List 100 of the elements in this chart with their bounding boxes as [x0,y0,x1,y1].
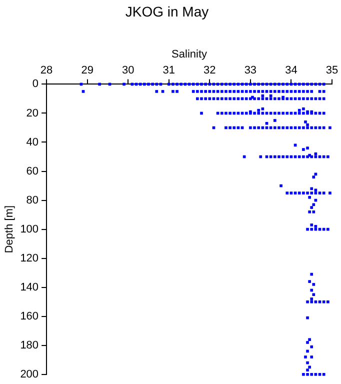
point [155,90,158,93]
point [224,82,228,86]
point [286,192,289,194]
point [310,82,314,86]
point [278,126,280,130]
point [278,82,280,86]
point [306,97,309,100]
point [306,361,309,364]
point [282,82,284,86]
x-tick-label: 31 [162,64,176,77]
point [253,82,256,86]
point [306,372,309,376]
point [257,97,260,100]
point [224,90,228,93]
point [314,172,318,176]
point [290,90,293,93]
point [302,97,305,100]
point [310,126,314,130]
point [310,155,314,158]
y-tick-label: 120 [20,252,39,264]
point [204,90,207,93]
point [322,192,326,194]
point [318,300,322,304]
x-tick-label: 29 [81,64,94,77]
y-tick-label: 180 [20,339,39,352]
point [122,82,126,86]
point [312,203,316,206]
point [328,192,332,194]
point [232,126,236,130]
point [310,288,314,292]
point [143,82,146,86]
point [310,224,314,226]
point [244,82,248,86]
point [286,155,289,158]
point [306,192,309,194]
point [322,372,326,376]
point [306,316,309,320]
y-tick-label: 20 [26,107,39,120]
point [249,90,252,93]
point [314,372,318,376]
point [312,293,316,296]
point [286,82,289,86]
point [306,123,309,126]
point [298,126,301,130]
point [322,97,326,100]
point [306,341,309,344]
point [257,90,260,93]
point [167,82,170,86]
point [208,90,212,93]
point [259,155,262,158]
point [310,90,314,93]
point [147,82,150,86]
point [314,152,318,156]
point [216,90,220,93]
point [228,82,232,86]
point [220,82,224,86]
point [220,112,224,115]
point [244,112,248,115]
point [249,82,252,86]
point [200,82,203,86]
point [138,82,142,86]
point [304,120,307,124]
point [302,126,305,130]
point [326,155,330,158]
x-tick-label: 33 [244,64,257,77]
point [306,90,309,93]
point [294,144,297,147]
point [204,97,207,100]
point [257,108,260,112]
point [257,82,260,86]
point [310,272,314,276]
point [310,300,314,304]
point [269,90,272,93]
point [318,90,322,93]
point [310,97,314,100]
point [200,112,203,115]
point [314,224,318,228]
point [310,228,314,231]
point [312,176,316,178]
point [224,97,228,100]
point [228,90,232,93]
point [306,126,309,130]
point [282,90,284,93]
point [192,90,195,93]
point [253,126,256,130]
y-tick-label: 200 [20,368,39,380]
point [232,97,236,100]
y-tick-label: 160 [20,310,39,322]
point [308,210,311,214]
point [265,122,268,125]
point [298,82,301,86]
point [253,90,256,93]
point [228,112,232,115]
point [308,366,311,369]
point [308,196,311,199]
y-tick-label: 0 [32,78,39,90]
point [306,368,309,372]
point [310,187,314,190]
point [314,192,318,194]
point [298,192,301,194]
